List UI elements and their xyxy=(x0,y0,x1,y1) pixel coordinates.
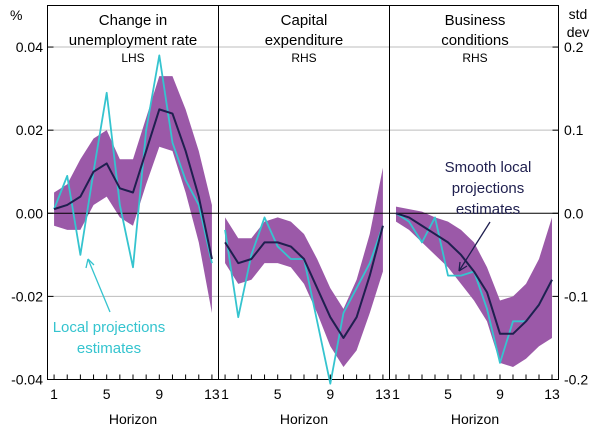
right-axis-tick-label: 0.1 xyxy=(564,122,584,138)
annotation-local-line2: estimates xyxy=(77,340,141,357)
annotation-smooth-line1: Smooth local xyxy=(445,159,532,176)
panel-unemployment: Change in unemployment rate LHS Horizon … xyxy=(47,12,220,427)
panel-title-line1: Capital xyxy=(281,12,328,29)
x-axis-label: Horizon xyxy=(109,411,157,427)
panel-title-line1: Business xyxy=(445,12,506,29)
left-axis-tick-label: 0.02 xyxy=(16,122,43,138)
smooth-projection-line xyxy=(395,212,553,335)
right-axis-unit-line2: dev xyxy=(567,24,590,40)
left-axis-tick-label: -0.04 xyxy=(11,372,43,388)
right-axis-unit-line1: std xyxy=(569,6,588,22)
left-axis-unit: % xyxy=(10,7,22,23)
x-axis-tick-label: 9 xyxy=(155,386,163,402)
confidence-band xyxy=(396,206,552,368)
right-axis-tick-label: 0.0 xyxy=(564,205,584,221)
x-axis-tick-label: 13 xyxy=(375,386,391,402)
plot-frame xyxy=(47,5,559,380)
panel-capital-expenditure: Capital expenditure RHS Horizon 1 5 9 13 xyxy=(218,12,391,427)
annotation-smooth-arrow xyxy=(458,221,491,272)
x-axis-label: Horizon xyxy=(280,411,328,427)
left-axis-tick-label: 0.00 xyxy=(16,205,43,221)
right-axis-tick-label: -0.2 xyxy=(564,372,588,388)
annotation-smooth-projections: Smooth local projections estimates xyxy=(445,159,532,272)
annotation-smooth-arrowhead xyxy=(458,261,468,272)
x-axis-tick-label: 5 xyxy=(444,386,452,402)
panel-title-line1: Change in xyxy=(99,12,167,29)
x-axis-tick-label: 5 xyxy=(274,386,282,402)
annotation-local-projections: Local projections estimates xyxy=(53,258,166,357)
panel-side-label: RHS xyxy=(462,51,487,65)
panel-title-line2: unemployment rate xyxy=(69,32,197,49)
x-axis-tick-label: 1 xyxy=(392,386,400,402)
panel-title-line2: expenditure xyxy=(265,32,343,49)
x-axis-tick-label: 1 xyxy=(221,386,229,402)
x-axis-tick-label: 13 xyxy=(204,386,220,402)
right-axis-tick-label: 0.2 xyxy=(564,39,584,55)
panel-business-conditions: Business conditions RHS Horizon 1 5 9 13 xyxy=(389,12,560,427)
right-axis-tick-label: -0.1 xyxy=(564,288,588,304)
x-axis-tick-label: 1 xyxy=(50,386,58,402)
x-axis-label: Horizon xyxy=(451,411,499,427)
annotation-local-arrowhead xyxy=(85,258,95,269)
x-axis-tick-label: 9 xyxy=(326,386,334,402)
left-axis-tick-label: 0.04 xyxy=(16,39,43,55)
x-axis-tick-label: 9 xyxy=(496,386,504,402)
panel-side-label: RHS xyxy=(291,51,316,65)
annotation-smooth-line3: estimates xyxy=(456,201,520,218)
x-axis-tick-label: 5 xyxy=(103,386,111,402)
annotation-local-arrow xyxy=(87,258,111,313)
panel-side-label: LHS xyxy=(121,51,144,65)
local-projection-line xyxy=(53,54,213,269)
annotation-local-line1: Local projections xyxy=(53,319,166,336)
smooth-projection-line xyxy=(53,108,213,260)
x-axis-tick-label: 13 xyxy=(544,386,560,402)
smooth-projection-line xyxy=(224,225,384,339)
left-axis-tick-label: -0.02 xyxy=(11,288,43,304)
panel-title-line2: conditions xyxy=(441,32,509,49)
confidence-band xyxy=(54,76,212,314)
annotation-smooth-line2: projections xyxy=(452,180,525,197)
